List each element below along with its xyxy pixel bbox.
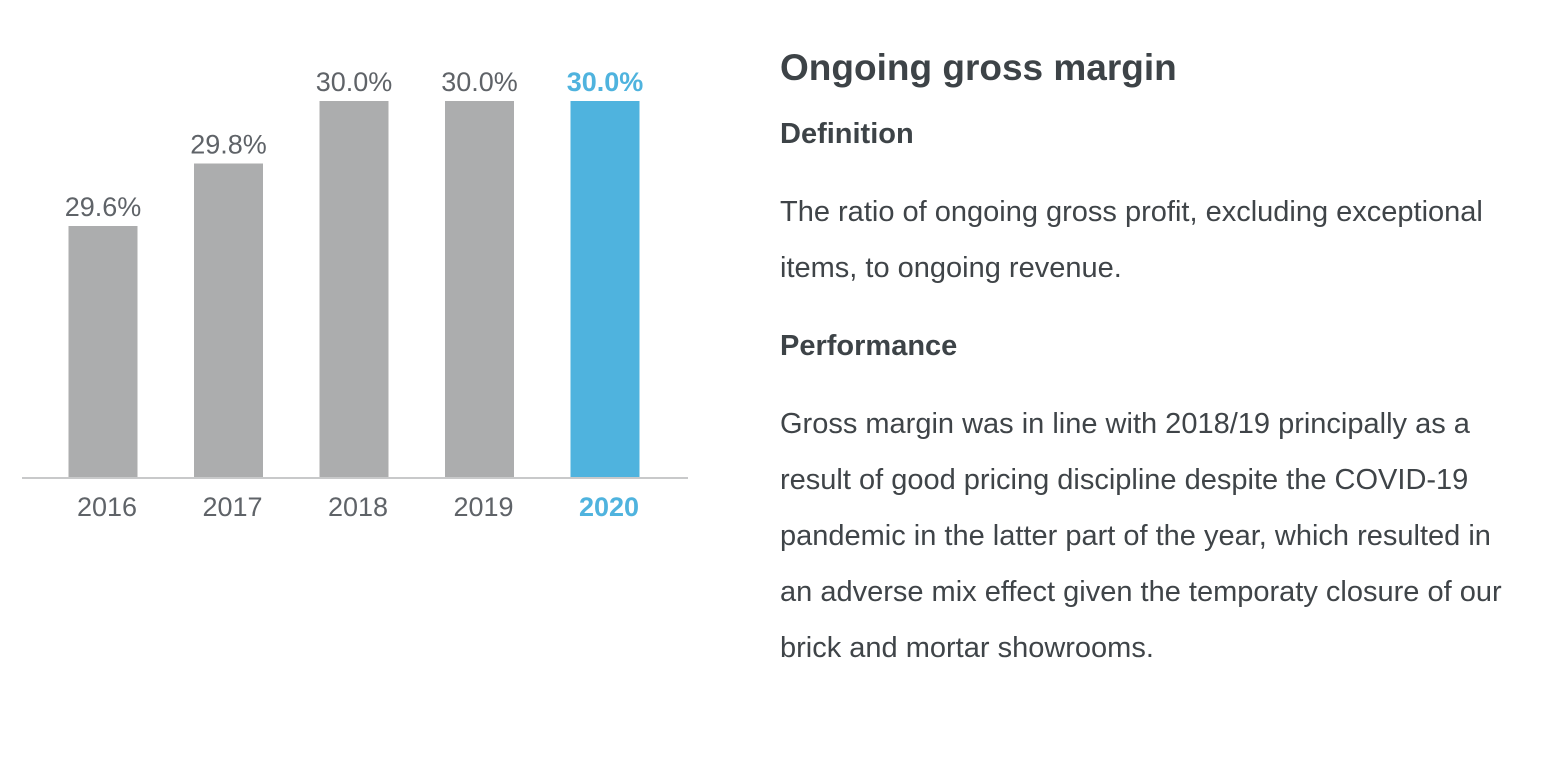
bar-2019 — [445, 101, 514, 477]
definition-text: The ratio of ongoing gross profit, exclu… — [780, 196, 1483, 284]
chart-svg: 29.6% 2016 29.8% 2017 30.0% 2018 30.0% 2019 30.0… — [22, 67, 688, 522]
x-tick-2020: 2020 — [579, 492, 639, 522]
data-label-2016: 29.6% — [65, 192, 142, 222]
bar-chart: 29.6% 2016 29.8% 2017 30.0% 2018 30.0% 2019 30.0… — [0, 0, 720, 560]
data-label-2017: 29.8% — [190, 130, 267, 160]
kpi-title: Ongoing gross margin — [780, 47, 1177, 88]
kpi-text-panel: Ongoing gross margin Definition The rati… — [780, 40, 1520, 676]
bar-2020 — [570, 101, 640, 477]
bar-2017 — [194, 163, 263, 477]
data-label-2019: 30.0% — [441, 67, 518, 97]
bar-2016 — [68, 226, 138, 477]
performance-text: Gross margin was in line with 2018/19 pr… — [780, 408, 1502, 664]
x-tick-2016: 2016 — [77, 492, 137, 522]
x-tick-2017: 2017 — [202, 492, 262, 522]
performance-heading: Performance — [780, 330, 958, 362]
x-tick-2018: 2018 — [328, 492, 388, 522]
data-label-2018: 30.0% — [316, 67, 393, 97]
definition-heading: Definition — [780, 118, 914, 150]
x-tick-2019: 2019 — [453, 492, 513, 522]
bar-2018 — [319, 101, 389, 477]
data-label-2020: 30.0% — [567, 67, 644, 97]
